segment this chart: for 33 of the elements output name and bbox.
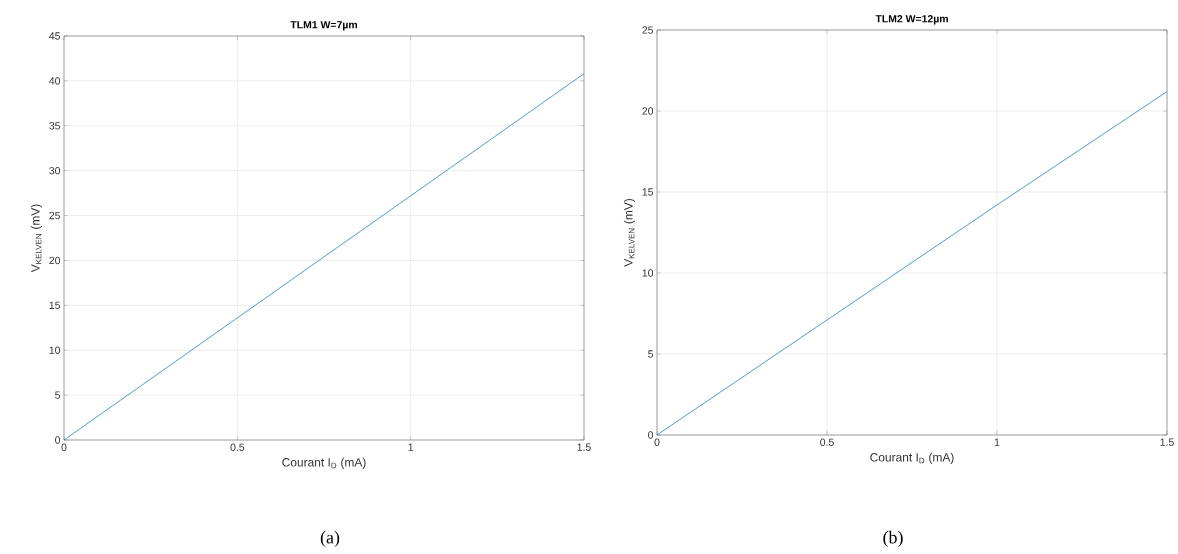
y-tick-label: 25 [642,26,654,34]
y-tick-label: 15 [642,188,654,196]
y-tick-label: 5 [55,391,61,399]
y-tick-label: 45 [49,32,61,40]
line-series [657,91,1168,435]
x-tick-label: 0.5 [230,443,245,451]
y-tick-label: 0 [648,431,654,439]
line-series [64,73,584,440]
x-tick-label: 1 [408,443,414,451]
x-axis-title: Courant I$_{D}$ (mA) [282,457,366,469]
x-tick-label: 0 [61,443,67,451]
y-axis-title: V$_{KELVEN}$ (mV) [623,198,636,267]
y-tick-label: 5 [648,350,654,358]
text: (a) [320,530,340,548]
text: (b) [883,530,903,548]
chart-title: TLM1 W=7µm [290,21,358,31]
x-tick-label: 0 [654,438,660,446]
y-tick-label: 15 [49,301,61,309]
x-tick-label: 0.5 [820,438,834,446]
y-tick-label: 35 [49,122,61,130]
x-tick-label: 1.5 [577,443,591,451]
y-tick-label: 40 [49,77,61,85]
x-tick-label: 1.5 [1160,438,1174,446]
y-tick-label: 25 [49,211,61,220]
x-tick-label: 1 [994,438,1000,446]
y-tick-label: 10 [49,346,61,354]
chart-title: TLM2 W=12µm [875,15,948,25]
y-tick-label: 10 [642,269,654,277]
y-tick-label: 20 [642,107,654,115]
y-tick-label: 30 [49,166,61,175]
x-axis-title: Courant I$_{D}$ (mA) [870,452,954,464]
y-tick-label: 20 [49,256,61,265]
y-axis-title: V$_{KELVEN}$ (mV) [30,204,42,273]
